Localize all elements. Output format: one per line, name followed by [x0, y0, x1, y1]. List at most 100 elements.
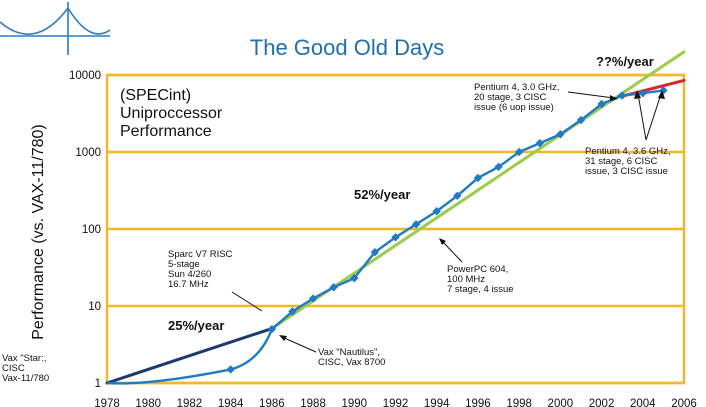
- x-tick-label: 1984: [218, 398, 244, 407]
- data-point: [267, 324, 277, 334]
- data-point: [288, 307, 297, 316]
- annotation-line: 7 stage, 4 issue: [447, 284, 514, 295]
- inset-label-line: Performance: [120, 123, 212, 140]
- annotation-line: Sun 4/260: [168, 269, 211, 280]
- annotation-arrowhead: [439, 238, 446, 245]
- annotation-line: 20 stage, 3 CISC: [474, 92, 546, 103]
- x-tick-label: 1998: [506, 398, 532, 407]
- x-tick-label: 1994: [424, 398, 450, 407]
- x-tick-label: 1990: [341, 398, 367, 407]
- series-line: [106, 89, 664, 385]
- x-tick-label: 2006: [671, 398, 697, 407]
- annotation-line: CISC: [2, 363, 25, 374]
- annotation-arrowhead: [658, 90, 665, 99]
- bridge-logo-icon: [0, 2, 111, 55]
- annotation-line: Sparc V7 RISC: [168, 249, 233, 260]
- annotation-arrowhead: [279, 335, 287, 341]
- data-point: [617, 91, 627, 100]
- svg-text:Vax "Nautilus", CISC, Va: Vax "Nautilus", CISC, Vax 8700: [318, 347, 385, 368]
- annotation-arrowhead: [634, 90, 641, 99]
- inset-label-line: Uniproccessor: [120, 105, 223, 122]
- x-tick-label: 1988: [300, 398, 326, 407]
- annotation-pentium-3ghz: Pentium 4, 3.0 GHz, 20 stage, 3 CISC iss…: [474, 82, 618, 113]
- annotation-arrow: [231, 291, 263, 312]
- data-point: [308, 294, 318, 303]
- svg-text:Vax "Star:, CISC V: Vax "Star:, CISC Vax-11/780: [2, 353, 49, 384]
- annotation-line: Vax-11/780: [2, 373, 49, 384]
- annotation-pentium-36ghz: Pentium 4, 3.6 GHz, 31 stage, 6 CISC iss…: [585, 90, 673, 177]
- x-tick-label: 2000: [548, 398, 574, 407]
- chart-title: The Good Old Days: [250, 35, 444, 60]
- data-point: [597, 99, 606, 109]
- data-point: [514, 147, 524, 157]
- annotation-line: PowerPC 604,: [447, 264, 508, 275]
- x-tick-label: 1978: [94, 398, 120, 407]
- annotation-line: Pentium 4, 3.0 GHz,: [474, 82, 560, 93]
- annotation-line: Vax "Star:,: [2, 353, 46, 364]
- y-tick-label: 1: [95, 378, 101, 390]
- data-point: [329, 283, 338, 292]
- svg-text:Pentium 4, 3.6 GHz, 31 s: Pentium 4, 3.6 GHz, 31 stage, 6 CISC iss…: [585, 146, 673, 177]
- series-path: [106, 89, 664, 385]
- annotation-arrow: [645, 93, 662, 141]
- data-point: [411, 220, 421, 229]
- data-point: [576, 115, 586, 125]
- annotation-line: Pentium 4, 3.6 GHz,: [585, 146, 671, 157]
- data-point: [494, 162, 503, 172]
- y-tick-label: 10000: [69, 70, 101, 82]
- annotation-line: 100 MHz: [447, 274, 485, 285]
- data-point: [350, 273, 359, 283]
- rate-label-unknown: ??%/year: [596, 54, 654, 69]
- y-tick-label: 100: [82, 224, 101, 236]
- annotation-line: CISC, Vax 8700: [318, 357, 385, 368]
- annotation-arrow: [281, 336, 317, 353]
- annotation-arrow: [440, 239, 463, 263]
- annotation-line: 31 stage, 6 CISC: [585, 156, 657, 167]
- data-point: [370, 247, 380, 257]
- data-point: [638, 89, 647, 98]
- y-tick-label: 1000: [75, 147, 101, 159]
- svg-text:Pentium 4, 3.0 GHz, 20 s: Pentium 4, 3.0 GHz, 20 stage, 3 CISC iss…: [474, 82, 562, 113]
- x-tick-label: 2004: [630, 398, 656, 407]
- annotation-sparc: Sparc V7 RISC 5-stage Sun 4/260 16.7 MHz: [168, 249, 263, 312]
- data-point: [391, 233, 400, 242]
- inset-label-line: (SPECint): [120, 87, 191, 104]
- annotation-powerpc: PowerPC 604, 100 MHz 7 stage, 4 issue: [439, 238, 514, 295]
- annotation-arrow: [637, 93, 647, 141]
- annotation-line: 5-stage: [168, 259, 200, 270]
- x-tick-label: 1980: [135, 398, 161, 407]
- annotation-line: issue (6 uop issue): [474, 102, 554, 113]
- x-tick-label: 2002: [589, 398, 615, 407]
- x-tick-label: 1996: [465, 398, 491, 407]
- data-point: [473, 173, 483, 183]
- rate-label-52: 52%/year: [354, 187, 410, 202]
- series-markers: [226, 86, 668, 374]
- annotation-arrow: [567, 91, 615, 99]
- annotation-line: Vax "Nautilus",: [318, 347, 380, 358]
- svg-text:Sparc V7 RISC 5-stage: Sparc V7 RISC 5-stage Sun 4/260 16.7 MHz: [168, 249, 235, 290]
- annotation-line: 16.7 MHz: [168, 279, 209, 290]
- plot-grid: [105, 73, 686, 385]
- y-tick-labels: 1 10 100 1000 10000: [69, 70, 101, 390]
- annotation-nautilus: Vax "Nautilus", CISC, Vax 8700: [279, 335, 385, 368]
- annotation-vax-780: Vax "Star:, CISC Vax-11/780: [2, 353, 49, 384]
- y-tick-label: 10: [88, 301, 101, 313]
- x-tick-label: 1986: [259, 398, 285, 407]
- rate-label-25: 25%/year: [168, 318, 224, 333]
- annotation-arrowhead: [610, 95, 618, 101]
- svg-text:PowerPC 604, 100 MHz: PowerPC 604, 100 MHz 7 stage, 4 issue: [447, 264, 514, 295]
- x-tick-label: 1982: [177, 398, 203, 407]
- x-tick-labels: 1978 1980 1982 1984 1986 1988 1990 1992 1994 1996…: [94, 398, 697, 407]
- data-point: [453, 191, 462, 200]
- data-point: [535, 139, 544, 148]
- x-tick-label: 1992: [383, 398, 409, 407]
- trend-line: [105, 327, 274, 385]
- data-point: [432, 207, 441, 216]
- y-axis-label: Performance (vs. VAX-11/780): [30, 124, 47, 340]
- data-point: [659, 86, 668, 95]
- data-point: [556, 130, 565, 139]
- inset-label: (SPECint) Uniproccessor Performance: [120, 87, 227, 140]
- annotation-line: issue, 3 CISC issue: [585, 166, 668, 177]
- data-point: [226, 365, 235, 374]
